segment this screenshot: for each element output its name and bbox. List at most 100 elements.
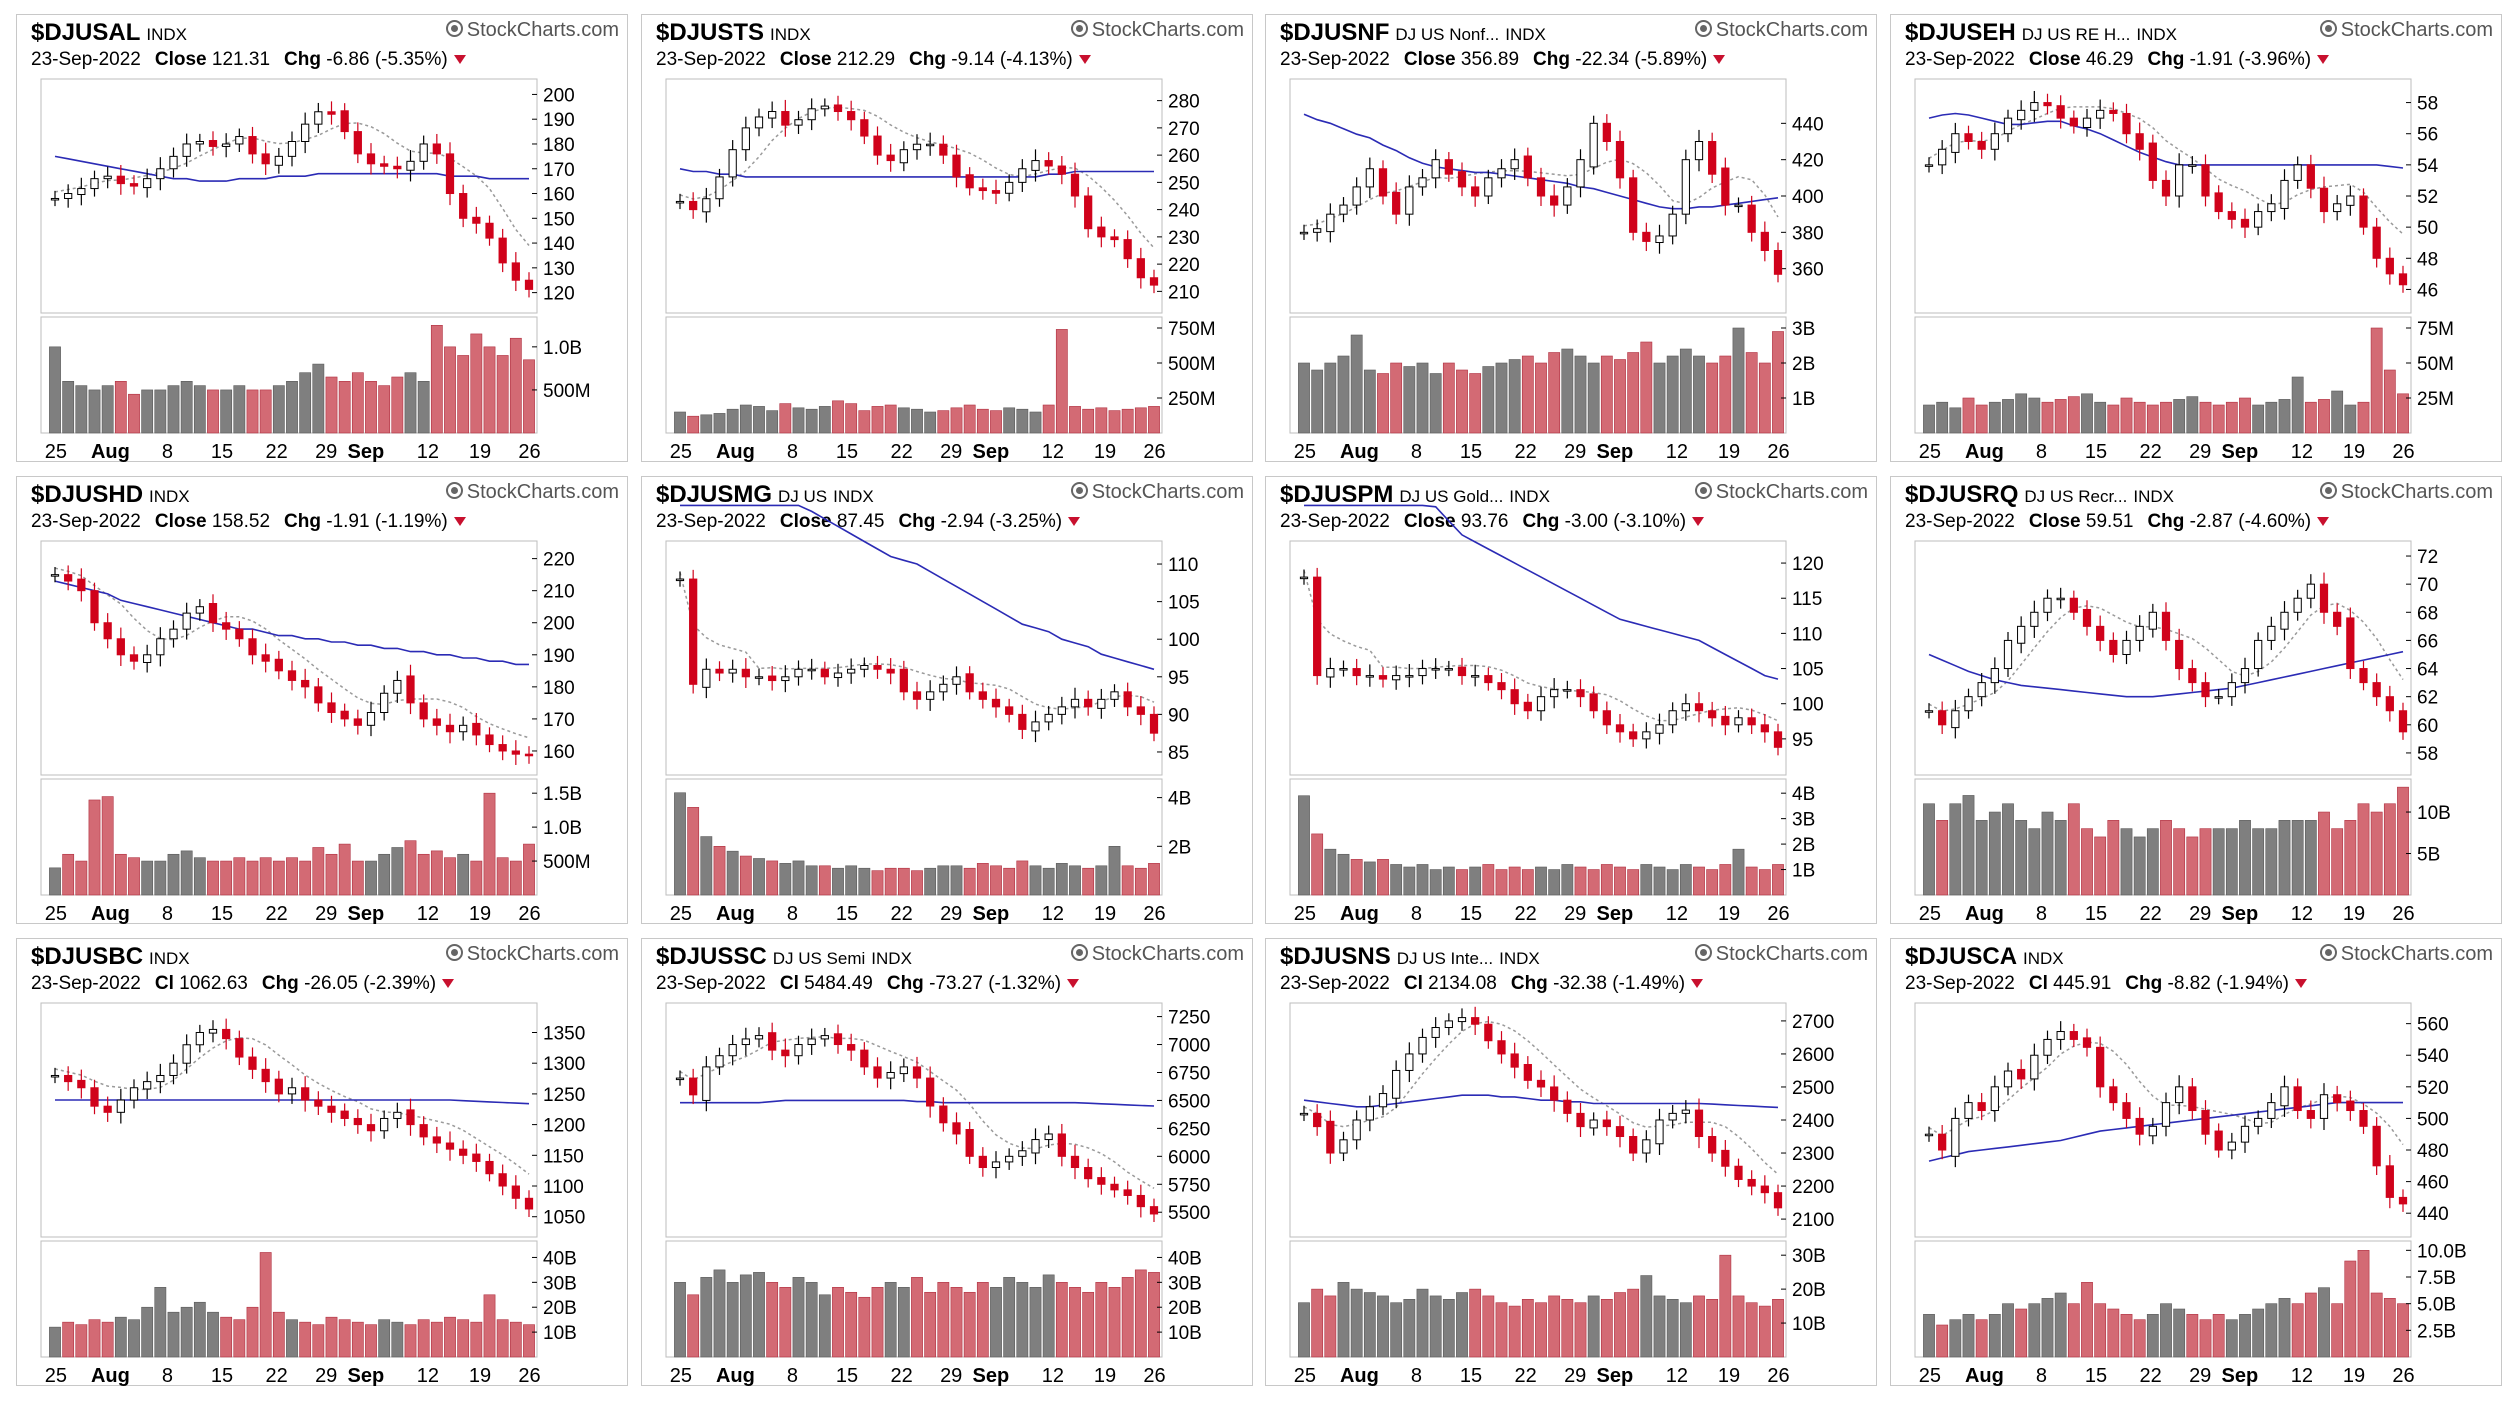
candle-body <box>2096 109 2105 119</box>
candle-body <box>432 143 441 155</box>
volume-bar <box>1962 397 1975 434</box>
volume-bar <box>246 1306 259 1358</box>
candle-body <box>2227 211 2236 220</box>
stockcharts-watermark[interactable]: StockCharts.com <box>445 481 619 504</box>
stockcharts-watermark[interactable]: StockCharts.com <box>1070 943 1244 966</box>
volume-bar <box>351 1321 364 1358</box>
volume-bar <box>1082 408 1095 434</box>
candle-body <box>1097 1177 1106 1185</box>
watermark-text: StockCharts.com <box>466 481 619 503</box>
volume-tick-label: 10.0B <box>2417 1241 2467 1262</box>
stockcharts-watermark[interactable]: StockCharts.com <box>445 19 619 42</box>
candle-body <box>781 111 790 126</box>
volume-bar <box>154 1287 167 1358</box>
chart-header: $DJUSHD INDX <box>31 481 615 511</box>
volume-tick-label: 40B <box>1168 1248 1202 1269</box>
price-tick-label: 140 <box>543 234 575 255</box>
x-tick-label: 25 <box>1919 903 1941 925</box>
chart-panel: $DJUSHD INDX StockCharts.com 23-Sep-2022 Clo… <box>16 476 628 925</box>
date-label: 23-Sep-2022 <box>656 49 766 70</box>
x-tick-label: 12 <box>1042 441 1064 463</box>
candle-body <box>991 698 1001 708</box>
description-label: DJ US Gold... <box>1399 487 1504 506</box>
volume-bar <box>818 406 831 434</box>
volume-bar <box>404 1324 417 1358</box>
volume-bar <box>1627 869 1640 896</box>
candle-body <box>1005 181 1014 194</box>
volume-tick-label: 30B <box>1792 1246 1826 1267</box>
volume-bar <box>2239 1314 2251 1358</box>
volume-bar <box>128 857 140 896</box>
down-triangle-icon <box>453 517 466 526</box>
volume-bar <box>2318 399 2330 434</box>
candle-body <box>1365 168 1374 188</box>
stockcharts-watermark[interactable]: StockCharts.com <box>2319 943 2493 966</box>
stockcharts-watermark[interactable]: StockCharts.com <box>2319 481 2493 504</box>
volume-bar <box>1679 348 1692 434</box>
candle-body <box>1977 682 1986 698</box>
volume-bar <box>1521 355 1534 434</box>
description-label: DJ US RE H... <box>2021 25 2131 44</box>
watermark-text: StockCharts.com <box>2340 19 2493 41</box>
candle-body <box>274 155 283 166</box>
candle-body <box>1990 668 1999 684</box>
volume-bar <box>338 381 351 434</box>
x-tick-label: 8 <box>787 1365 798 1387</box>
candle-body <box>2267 1102 2276 1119</box>
sma50-line <box>680 504 1155 671</box>
candle-body <box>1536 696 1546 712</box>
volume-bar <box>1758 362 1771 434</box>
volume-tick-label: 3B <box>1792 810 1815 831</box>
volume-bar <box>193 385 206 434</box>
volume-bar <box>792 1277 805 1358</box>
candle-body <box>419 1124 428 1138</box>
price-tick-label: 170 <box>543 710 575 731</box>
stockcharts-watermark[interactable]: StockCharts.com <box>2319 19 2493 42</box>
symbol-label: $DJUSEH <box>1905 19 2016 46</box>
chart-header: $DJUSCA INDX <box>1905 943 2489 973</box>
x-tick-label: 29 <box>940 903 962 925</box>
candle-body <box>741 668 750 678</box>
volume-bar <box>272 860 285 896</box>
candle-body <box>1097 226 1106 238</box>
candle-body <box>1708 141 1717 175</box>
volume-bar <box>1587 362 1600 434</box>
stockcharts-watermark[interactable]: StockCharts.com <box>1694 943 1868 966</box>
candle-body <box>1431 668 1440 671</box>
volume-bar <box>299 860 312 896</box>
volume-bar <box>739 855 752 896</box>
candle-body <box>1550 195 1559 206</box>
volume-bar <box>766 1282 779 1358</box>
candle-body <box>406 160 415 171</box>
x-tick-label: Sep <box>2222 903 2259 925</box>
chart-panel: $DJUSEH DJ US RE H... INDX StockCharts.com 2… <box>1890 14 2502 463</box>
stockcharts-watermark[interactable]: StockCharts.com <box>445 943 619 966</box>
volume-bar <box>1148 406 1160 434</box>
watermark-text: StockCharts.com <box>1091 481 1244 503</box>
volume-bar <box>2291 1303 2304 1358</box>
stockcharts-watermark[interactable]: StockCharts.com <box>1694 19 1868 42</box>
chart-header: $DJUSRQ DJ US Recr... INDX <box>1905 481 2489 511</box>
candle-body <box>1313 576 1322 677</box>
x-tick-label: 25 <box>670 441 692 463</box>
candle-body <box>2043 597 2052 613</box>
candle-body <box>847 1044 856 1051</box>
candle-body <box>287 141 297 157</box>
x-tick-label: 29 <box>2189 441 2211 463</box>
stockcharts-watermark[interactable]: StockCharts.com <box>1070 19 1244 42</box>
candle-body <box>675 1077 685 1081</box>
symbol-label: $DJUSPM <box>1280 481 1394 508</box>
candle-body <box>1070 698 1080 708</box>
price-tick-label: 56 <box>2417 125 2438 146</box>
x-tick-label: 19 <box>1094 903 1116 925</box>
stockcharts-watermark[interactable]: StockCharts.com <box>1070 481 1244 504</box>
volume-bar <box>1042 867 1055 896</box>
stockcharts-watermark[interactable]: StockCharts.com <box>1694 481 1868 504</box>
price-tick-label: 440 <box>1792 114 1824 135</box>
candle-body <box>1392 191 1401 215</box>
x-tick-label: 22 <box>1514 1365 1536 1387</box>
quote-line: 23-Sep-2022 Close 356.89 Chg -22.34 (-5.89… <box>1280 49 1864 73</box>
candle-body <box>90 590 99 624</box>
change-value: -6.86 (-5.35%) <box>326 49 448 70</box>
watermark-text: StockCharts.com <box>1715 19 1868 41</box>
